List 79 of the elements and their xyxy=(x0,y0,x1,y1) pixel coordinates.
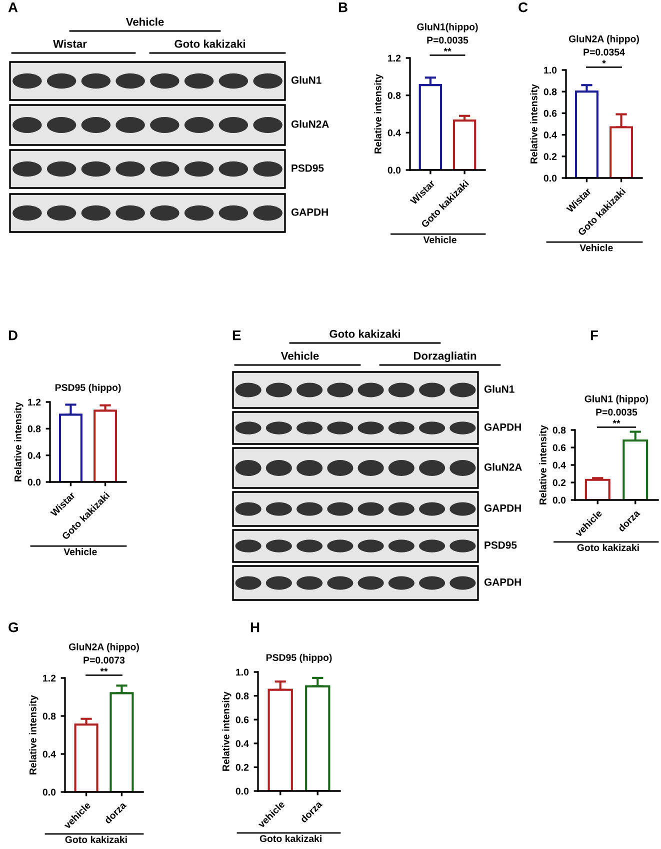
text: GluN1 xyxy=(484,385,514,393)
text: A xyxy=(8,2,18,12)
text: P=0.0354 xyxy=(584,48,625,56)
y-tick-label: 0.8 xyxy=(388,92,401,99)
y-axis-title: Relative intensity xyxy=(539,425,548,504)
text: B xyxy=(338,2,348,12)
text: E xyxy=(232,330,241,340)
text: GAPDH xyxy=(484,578,521,586)
text: P=0.0035 xyxy=(427,36,468,44)
text: PSD95 xyxy=(292,164,324,172)
text: GluN2A xyxy=(484,463,522,471)
y-tick-label: 0.8 xyxy=(552,426,566,434)
text: P=0.0035 xyxy=(596,408,638,416)
y-tick-label: 0.4 xyxy=(236,740,249,748)
text: C xyxy=(518,2,528,12)
text: * xyxy=(602,60,606,64)
y-tick-label: 0.8 xyxy=(42,712,56,720)
text: F xyxy=(590,330,598,340)
text: Vehicle xyxy=(126,18,164,26)
y-tick-label: 0.4 xyxy=(42,750,56,758)
chart-title: GluN2A (hippo) xyxy=(568,35,639,44)
y-tick-label: 1.2 xyxy=(28,398,41,406)
y-tick-label: 0.4 xyxy=(388,129,401,136)
text: PSD95 xyxy=(484,541,517,549)
text: H xyxy=(250,622,260,632)
y-tick-label: 0.0 xyxy=(388,166,401,174)
y-tick-label: 0.4 xyxy=(28,452,41,459)
text: Goto kakizaki xyxy=(330,330,400,338)
y-tick-label: 0.0 xyxy=(28,478,41,486)
x-axis-title: Goto kakizaki xyxy=(260,834,322,842)
text: Vehicle xyxy=(280,352,319,360)
y-tick-label: 0.0 xyxy=(552,496,566,504)
y-tick-label: 0.2 xyxy=(544,153,557,160)
y-tick-label: 0.8 xyxy=(544,88,557,96)
y-tick-label: 0.6 xyxy=(544,110,557,117)
y-tick-label: 1.2 xyxy=(388,54,401,62)
y-axis-title: Relative intensity xyxy=(222,692,232,771)
text: GAPDH xyxy=(484,423,521,431)
y-tick-label: 0.4 xyxy=(544,132,557,138)
text: ** xyxy=(444,48,452,52)
x-axis-title: Vehicle xyxy=(580,244,613,252)
text: GAPDH xyxy=(291,208,328,216)
y-tick-label: 0.0 xyxy=(236,788,249,795)
text: GluN2A xyxy=(291,120,329,128)
chart-title: GluN1 (hippo) xyxy=(584,395,648,404)
y-tick-label: 0.8 xyxy=(236,692,249,700)
x-axis-title: Goto kakizaki xyxy=(577,544,639,552)
y-tick-label: 0.6 xyxy=(236,716,249,724)
y-axis-title: Relative intensity xyxy=(530,84,540,164)
text: Dorzagliatin xyxy=(414,352,476,362)
y-axis-title: Relative intensity xyxy=(374,74,384,154)
text: G xyxy=(8,622,18,632)
y-tick-label: 0.6 xyxy=(552,444,566,452)
text: GluN1 xyxy=(291,76,322,84)
text: GAPDH xyxy=(484,504,521,512)
text: Goto kakizaki xyxy=(174,40,246,48)
y-tick-label: 1.2 xyxy=(43,674,56,682)
x-axis-title: Goto kakizaki xyxy=(65,836,127,844)
y-tick-label: 0.8 xyxy=(28,425,41,432)
text: ** xyxy=(100,668,108,672)
y-axis-title: Relative intensity xyxy=(29,695,38,774)
y-tick-label: 0.2 xyxy=(236,764,249,771)
y-tick-label: 0.4 xyxy=(552,462,566,469)
text: P=0.0073 xyxy=(84,656,125,664)
y-axis-title: Relative intensity xyxy=(14,402,24,482)
y-tick-label: 1.0 xyxy=(236,668,249,676)
y-tick-label: 0.0 xyxy=(544,174,557,182)
text: Wistar xyxy=(53,40,87,48)
y-tick-label: 0.2 xyxy=(552,479,566,486)
chart-title: PSD95 (hippo) xyxy=(266,654,332,663)
x-axis-title: Vehicle xyxy=(423,236,456,244)
chart-title: GluN2A (hippo) xyxy=(68,643,139,652)
chart-title: PSD95 (hippo) xyxy=(55,384,121,393)
text: ** xyxy=(612,420,620,424)
chart-title: GluN1(hippo) xyxy=(417,23,478,32)
text: D xyxy=(8,330,18,340)
y-tick-label: 1.0 xyxy=(544,66,557,74)
y-tick-label: 0.0 xyxy=(42,788,56,796)
x-axis-title: Vehicle xyxy=(64,548,97,556)
